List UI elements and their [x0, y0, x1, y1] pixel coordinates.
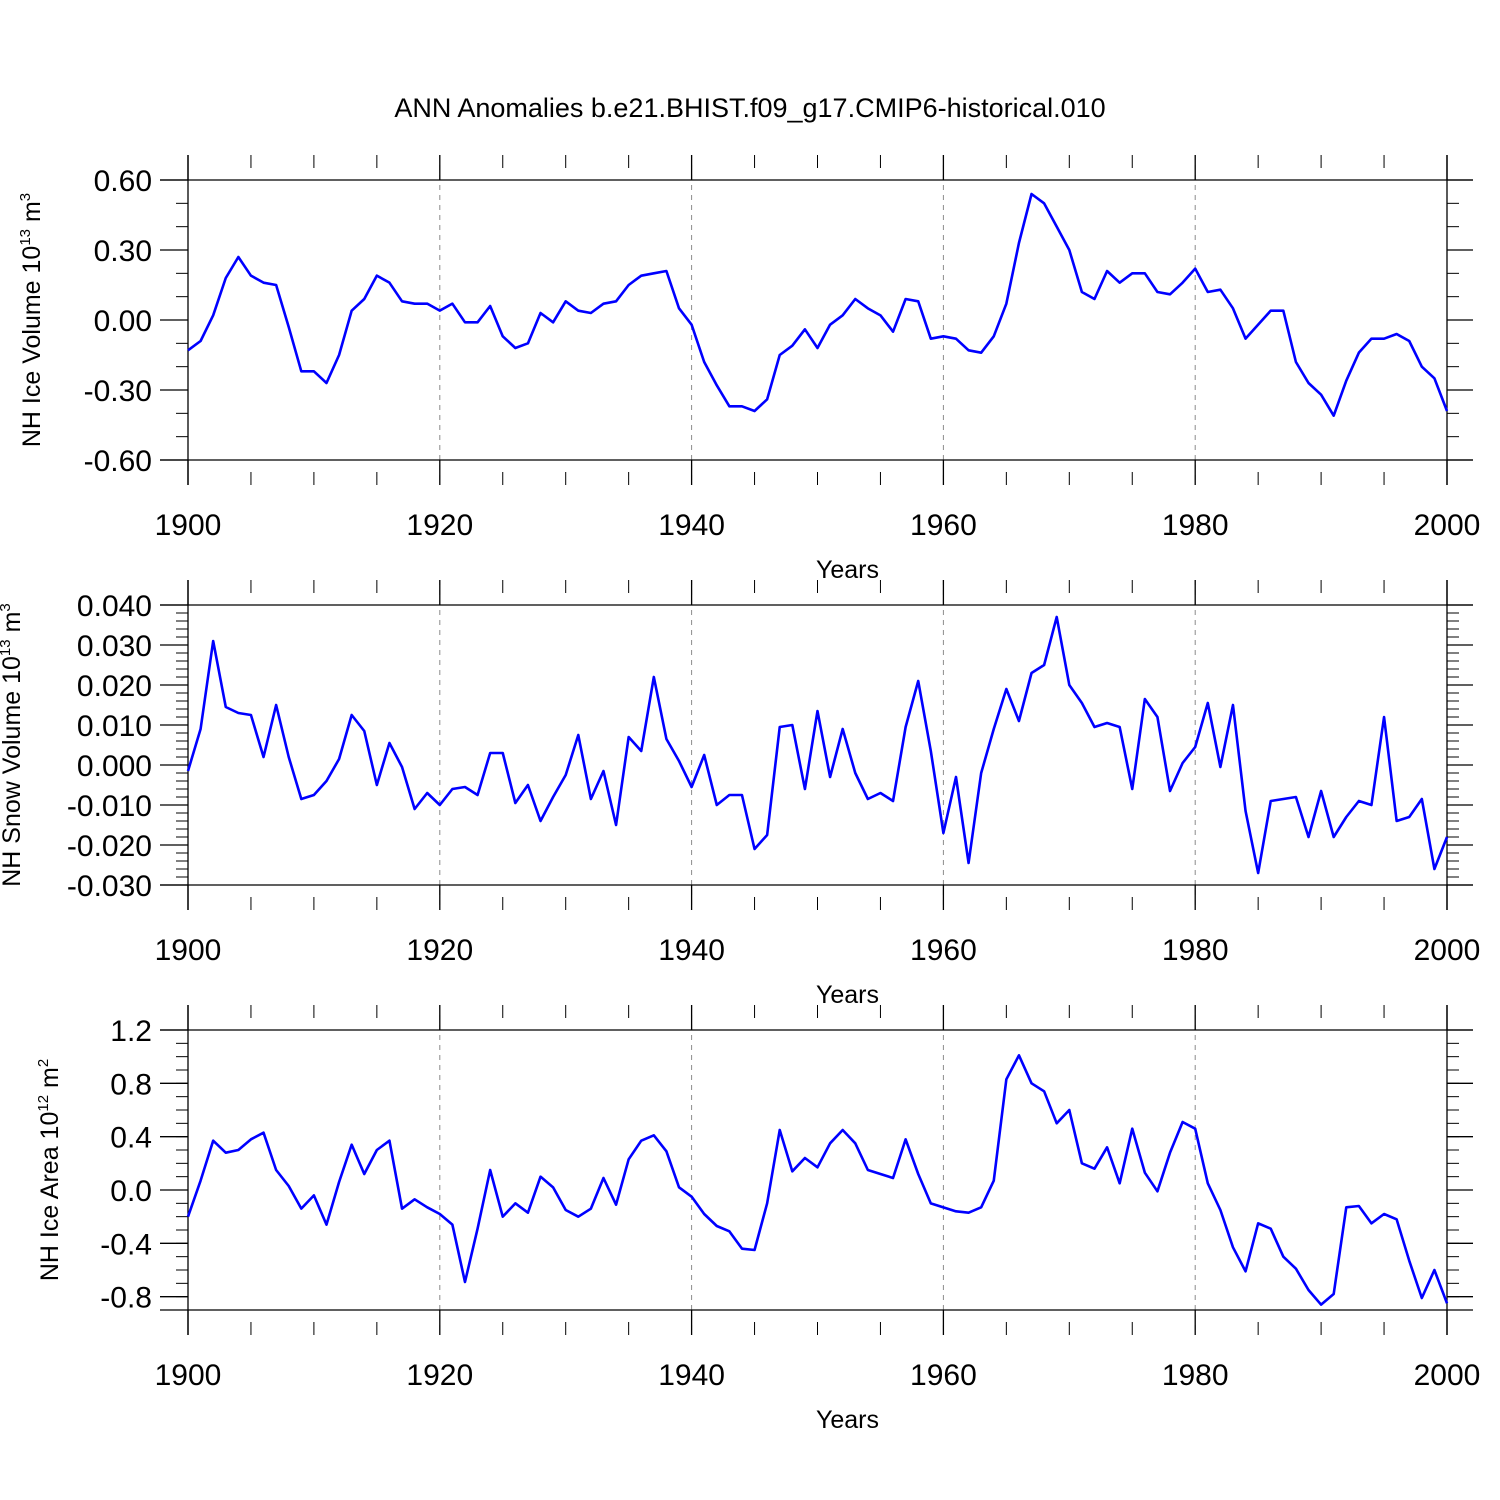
series-line — [187, 192, 1449, 417]
x-tick-label: 1940 — [658, 509, 725, 542]
x-tick-label: 1980 — [1162, 934, 1229, 967]
x-tick-label: 1920 — [406, 509, 473, 542]
x-tick-label: 1900 — [155, 509, 222, 542]
y-axis-label: NH Ice Volume 1013 m3 — [17, 193, 46, 447]
y-tick-label: 0.010 — [77, 710, 152, 743]
x-tick-label: 1960 — [910, 1359, 977, 1392]
chart-panel-2: -0.030 -0.020 -0.010 0.000 0.010 0.020 0.030 0.… — [0, 580, 1480, 1009]
x-tick-label: 2000 — [1414, 934, 1481, 967]
y-tick-label: 0.000 — [77, 750, 152, 783]
x-tick-label: 1900 — [155, 934, 222, 967]
y-tick-label: 0.8 — [110, 1068, 152, 1101]
y-tick-label: -0.30 — [84, 375, 152, 408]
y-tick-label: 0.020 — [77, 670, 152, 703]
series-line — [186, 615, 1449, 875]
y-tick-label: 0.00 — [94, 305, 152, 338]
x-tick-label: 2000 — [1414, 1359, 1481, 1392]
y-axis-label: NH Ice Area 1012 m2 — [35, 1059, 64, 1281]
x-tick-label: 1960 — [910, 509, 977, 542]
y-axis-label: NH Snow Volume 1013 m3 — [0, 603, 26, 887]
y-tick-label: -0.60 — [84, 445, 152, 478]
y-tick-label: -0.010 — [67, 790, 152, 823]
y-tick-label: 0.4 — [110, 1122, 152, 1155]
x-axis-label: Years — [816, 556, 879, 584]
series-line — [186, 1054, 1449, 1306]
y-tick-label: 0.30 — [94, 235, 152, 268]
x-tick-label: 1980 — [1162, 1359, 1229, 1392]
chart-panel-3: -0.8 -0.4 0.0 0.4 0.8 1.2 1900 1920 1940 1960 1980… — [35, 1005, 1480, 1434]
y-tick-label: -0.8 — [100, 1282, 152, 1315]
x-axis-label: Years — [816, 1406, 879, 1434]
y-tick-label: -0.020 — [67, 830, 152, 863]
x-tick-label: 1920 — [406, 1359, 473, 1392]
y-tick-label: 0.040 — [77, 590, 152, 623]
x-tick-label: 2000 — [1414, 509, 1481, 542]
y-tick-label: 0.030 — [77, 630, 152, 663]
chart-panel-1: -0.60 -0.30 0.00 0.30 0.60 1900 1920 1940 1960 19… — [17, 155, 1480, 584]
x-tick-label: 1940 — [658, 934, 725, 967]
x-tick-label: 1960 — [910, 934, 977, 967]
y-tick-label: -0.4 — [100, 1228, 152, 1261]
y-tick-label: 0.0 — [110, 1175, 152, 1208]
figure-title: ANN Anomalies b.e21.BHIST.f09_g17.CMIP6-… — [394, 93, 1105, 123]
y-tick-label: 0.60 — [94, 165, 152, 198]
y-tick-label: 1.2 — [110, 1015, 152, 1048]
x-axis-label: Years — [816, 981, 879, 1009]
x-tick-label: 1980 — [1162, 509, 1229, 542]
x-tick-label: 1940 — [658, 1359, 725, 1392]
x-tick-label: 1920 — [406, 934, 473, 967]
x-tick-label: 1900 — [155, 1359, 222, 1392]
y-tick-label: -0.030 — [67, 870, 152, 903]
